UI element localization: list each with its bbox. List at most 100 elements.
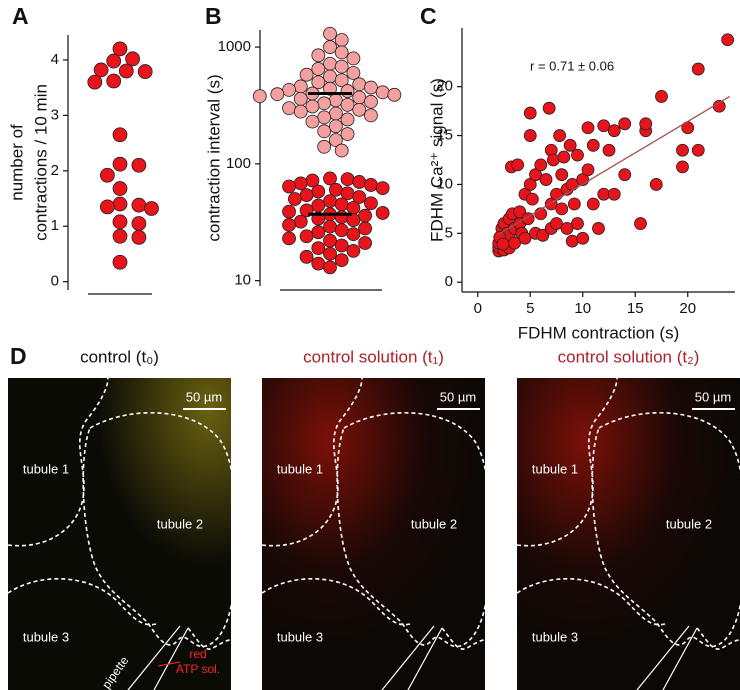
data-point bbox=[346, 213, 361, 227]
data-point bbox=[328, 93, 343, 108]
data-point bbox=[553, 129, 567, 142]
data-point bbox=[323, 171, 337, 186]
data-point bbox=[323, 246, 337, 261]
pipette-outline bbox=[662, 627, 698, 690]
data-point bbox=[317, 139, 332, 154]
y-tick-label: 1 bbox=[51, 217, 59, 234]
tubule-outline bbox=[7, 578, 157, 626]
panel-label: C bbox=[420, 3, 437, 29]
data-point bbox=[352, 77, 367, 92]
data-point bbox=[352, 102, 367, 117]
pipette-outline bbox=[381, 625, 435, 690]
data-point bbox=[563, 138, 577, 152]
image-panel: control solution (t₂) 50 µm tubule 1 tubule… bbox=[516, 347, 740, 690]
data-point bbox=[534, 158, 548, 172]
pipette-label: ATP sol. bbox=[176, 662, 220, 676]
data-point bbox=[375, 206, 390, 220]
y-tick-label: 10 bbox=[436, 175, 453, 192]
data-point bbox=[539, 173, 553, 186]
data-point bbox=[311, 184, 326, 199]
x-axis-label: FDHM contraction (s) bbox=[518, 323, 680, 342]
image-panel: control (t₀) 50 µm tubule 1 tubule 2 tubule … bbox=[7, 347, 236, 690]
data-point bbox=[323, 69, 337, 84]
data-point bbox=[567, 197, 581, 211]
data-point bbox=[352, 175, 367, 189]
data-point bbox=[334, 223, 349, 238]
data-point bbox=[676, 160, 689, 174]
data-point bbox=[112, 228, 128, 244]
data-point bbox=[523, 129, 537, 142]
data-point bbox=[525, 192, 539, 206]
pipette-outline bbox=[153, 627, 189, 690]
data-point bbox=[691, 143, 705, 157]
data-point bbox=[529, 168, 542, 182]
data-point bbox=[305, 114, 320, 129]
data-point bbox=[364, 178, 378, 192]
data-point bbox=[346, 227, 361, 242]
tubule-outline bbox=[516, 578, 666, 626]
data-point bbox=[293, 104, 308, 119]
tubule-outline bbox=[336, 411, 490, 648]
y-tick-label: 0 bbox=[445, 273, 453, 290]
data-point bbox=[328, 106, 343, 121]
data-point bbox=[282, 82, 296, 97]
data-point bbox=[112, 127, 128, 143]
data-point bbox=[282, 218, 296, 232]
data-point bbox=[112, 254, 128, 270]
data-point bbox=[323, 194, 337, 208]
data-point bbox=[576, 231, 590, 245]
data-point bbox=[607, 124, 621, 138]
data-point bbox=[340, 172, 355, 187]
annotation: r = 0.71 ± 0.06 bbox=[530, 58, 614, 73]
data-point bbox=[323, 219, 337, 234]
data-point bbox=[293, 79, 308, 94]
data-point bbox=[602, 143, 616, 157]
y-axis-label: FDHM Ca²⁺ signal (s) bbox=[427, 78, 446, 242]
data-point bbox=[293, 214, 308, 229]
data-point bbox=[560, 222, 574, 235]
tubule-label: tubule 1 bbox=[532, 461, 578, 476]
x-tick-label: 0 bbox=[474, 300, 482, 317]
data-point bbox=[112, 156, 128, 172]
image-title: control (t₀) bbox=[80, 347, 159, 366]
tubule-outline bbox=[516, 377, 618, 547]
tubule-label: tubule 3 bbox=[23, 629, 69, 644]
data-point bbox=[323, 40, 337, 54]
data-point bbox=[299, 188, 314, 203]
data-point bbox=[282, 231, 296, 246]
y-tick-label: 20 bbox=[436, 78, 453, 95]
data-point bbox=[299, 67, 314, 82]
data-point bbox=[299, 249, 314, 264]
data-point bbox=[518, 231, 532, 245]
data-point bbox=[364, 94, 378, 109]
data-point bbox=[112, 196, 128, 212]
panel-label: B bbox=[205, 3, 222, 29]
data-point bbox=[523, 178, 537, 191]
y-tick-label: 100 bbox=[226, 155, 251, 172]
data-point bbox=[721, 33, 735, 47]
data-point bbox=[550, 217, 563, 230]
data-point bbox=[328, 133, 343, 147]
tubule-label: tubule 2 bbox=[411, 516, 457, 531]
data-point bbox=[536, 228, 550, 242]
data-point bbox=[334, 253, 349, 267]
data-point bbox=[565, 234, 579, 248]
data-point bbox=[323, 56, 337, 71]
data-point bbox=[676, 143, 689, 157]
tubule-outline bbox=[261, 377, 363, 547]
image-background bbox=[262, 378, 485, 690]
tubule-outline bbox=[696, 627, 740, 650]
data-point bbox=[387, 87, 402, 102]
image-background bbox=[517, 378, 740, 690]
data-point bbox=[523, 106, 537, 120]
data-point bbox=[305, 99, 320, 114]
data-point bbox=[334, 45, 349, 60]
data-point bbox=[571, 217, 584, 230]
data-point bbox=[100, 167, 115, 183]
data-point bbox=[346, 51, 361, 66]
data-point bbox=[311, 256, 326, 271]
data-point bbox=[346, 243, 361, 258]
data-point bbox=[586, 138, 600, 152]
data-point bbox=[311, 75, 326, 90]
data-point bbox=[293, 91, 308, 106]
